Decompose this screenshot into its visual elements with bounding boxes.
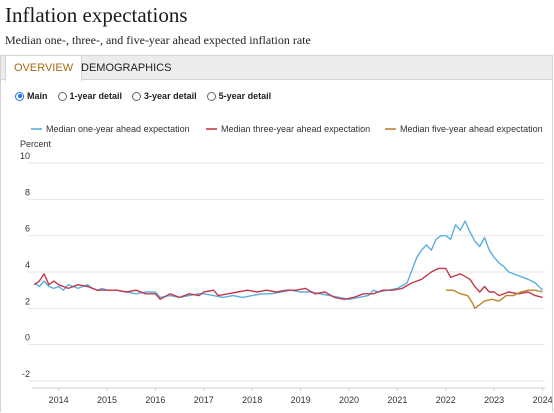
x-tick-label: 2018	[242, 395, 262, 405]
page-title: Inflation expectations	[5, 3, 188, 27]
x-tick-label: 2015	[97, 395, 117, 405]
y-tick-label: 4	[25, 260, 30, 270]
tab-overview[interactable]: OVERVIEW	[5, 56, 83, 81]
x-tick-label: 2014	[49, 395, 69, 405]
y-tick-label: 8	[25, 187, 30, 197]
x-tick-label: 2021	[387, 395, 407, 405]
chart-panel: OVERVIEW DEMOGRAPHICS Main 1-year detail…	[0, 55, 553, 412]
series-line-2	[33, 267, 543, 300]
y-tick-label: 2	[25, 296, 30, 306]
x-tick-label: 2017	[194, 395, 214, 405]
y-tick-label: 0	[25, 333, 30, 343]
y-tick-label: 10	[20, 151, 30, 161]
y-axis-title: Percent	[20, 139, 52, 149]
x-tick-label: 2016	[145, 395, 165, 405]
tab-bar: OVERVIEW DEMOGRAPHICS	[1, 56, 552, 81]
x-tick-label: 2024	[533, 395, 553, 405]
x-tick-label: 2022	[436, 395, 456, 405]
y-tick-label: 6	[25, 224, 30, 234]
radio-3-year-indicator[interactable]	[132, 91, 142, 101]
series-line-1	[33, 220, 544, 300]
series-radio-group: Main 1-year detail 3-year detail 5-year …	[15, 89, 281, 103]
radio-3-year-detail[interactable]: 3-year detail	[132, 91, 197, 101]
legend-label-1: Median one-year ahead expectation	[46, 124, 190, 134]
radio-main-indicator[interactable]	[15, 91, 24, 101]
radio-1-year-indicator[interactable]	[57, 91, 67, 101]
radio-3-year-label: 3-year detail	[144, 91, 197, 101]
legend-label-2: Median three-year ahead expectation	[221, 124, 370, 134]
radio-1-year-detail[interactable]: 1-year detail	[57, 91, 123, 101]
legend-label-3: Median five-year ahead expectation	[400, 124, 543, 134]
radio-1-year-label: 1-year detail	[69, 91, 123, 101]
y-tick-label: -2	[22, 369, 30, 379]
radio-5-year-label: 5-year detail	[218, 91, 272, 101]
radio-main-label: Main	[27, 91, 48, 101]
page-subtitle: Median one-, three-, and five-year ahead…	[5, 33, 311, 47]
radio-main[interactable]: Main	[15, 91, 48, 101]
x-tick-label: 2020	[339, 395, 359, 405]
series-line-3	[445, 289, 543, 309]
radio-5-year-detail[interactable]: 5-year detail	[206, 91, 272, 101]
tab-demographics[interactable]: DEMOGRAPHICS	[81, 62, 172, 74]
x-tick-label: 2023	[484, 395, 504, 405]
x-tick-label: 2019	[291, 395, 311, 405]
radio-5-year-indicator[interactable]	[206, 91, 216, 101]
